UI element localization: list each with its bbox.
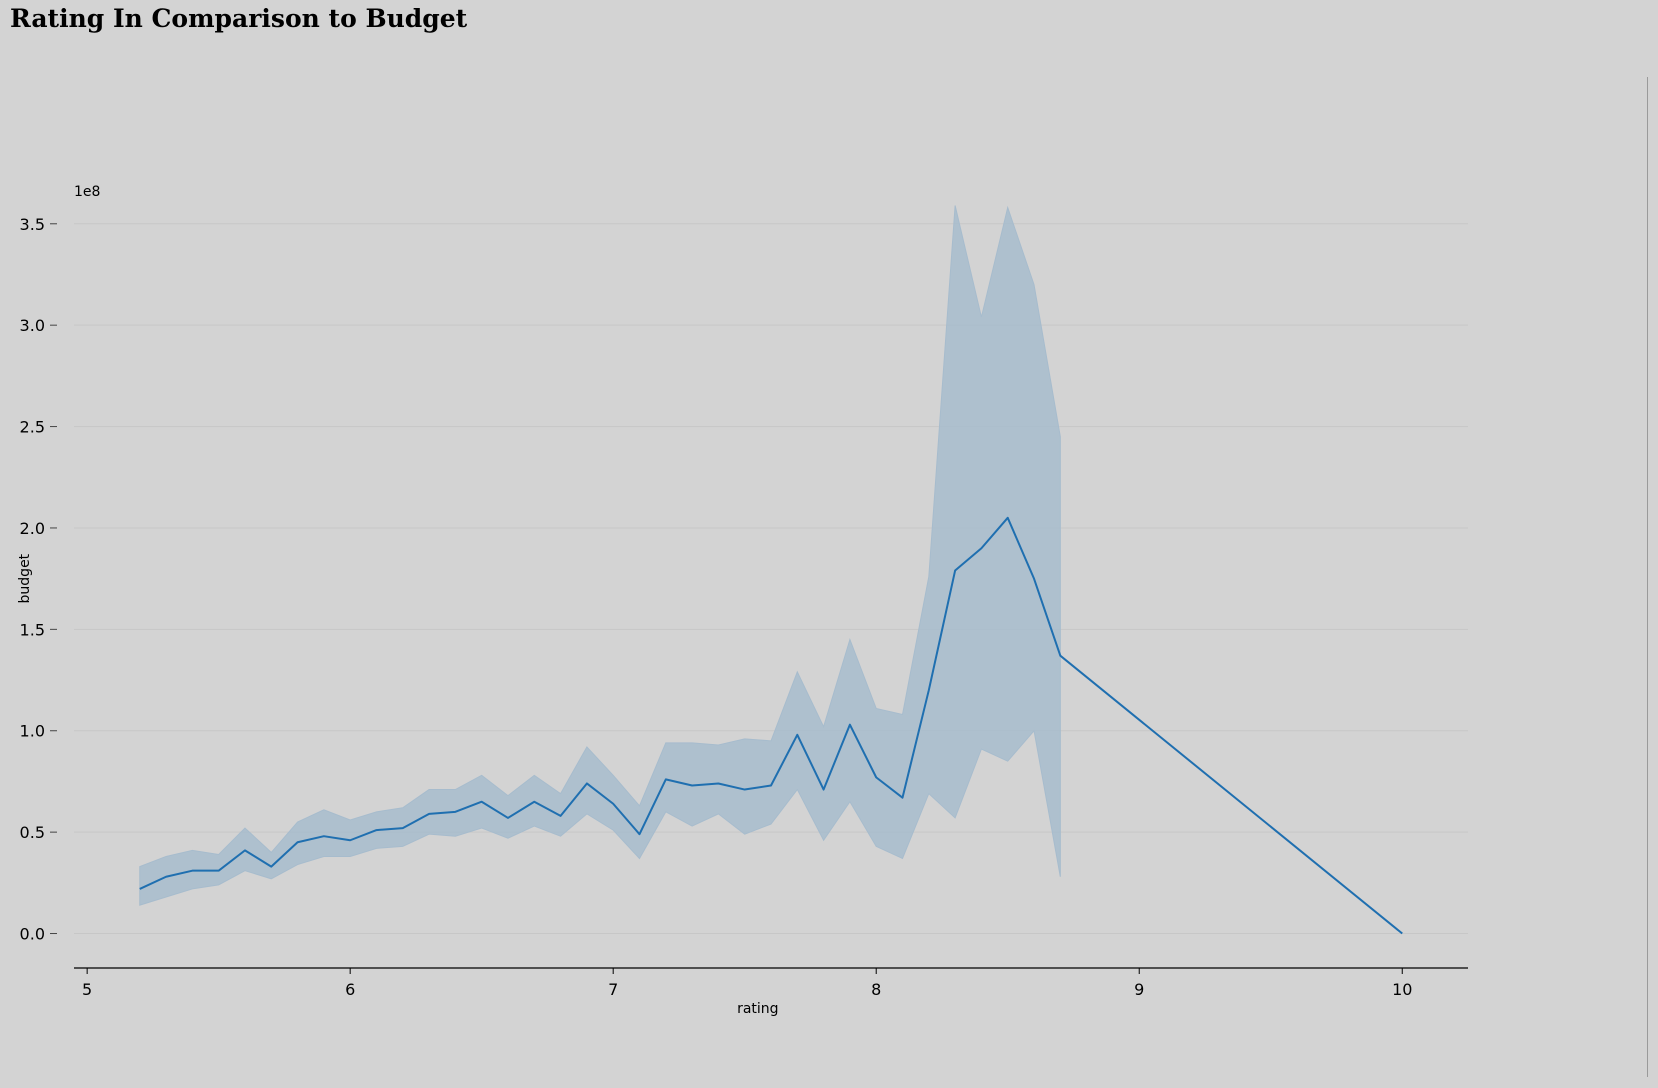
y-tick-label: 2.0 — [20, 519, 45, 538]
y-tick-label: 3.0 — [20, 316, 45, 335]
y-tick-label: 1.0 — [20, 722, 45, 741]
data-point — [560, 815, 562, 817]
data-point — [770, 784, 772, 786]
y-axis-ticks: 0.0 0.5 1.0 1.5 2.0 2.5 3.0 3.5 — [20, 215, 57, 944]
ci-band-area — [139, 205, 1061, 906]
y-offset-text: 1e8 — [74, 184, 100, 200]
data-point — [165, 876, 167, 878]
x-tick-label: 5 — [82, 980, 92, 999]
x-axis-label: rating — [737, 1001, 778, 1017]
data-point — [980, 547, 982, 549]
data-point — [849, 724, 851, 726]
data-point — [297, 841, 299, 843]
y-axis-label: budget — [17, 553, 33, 603]
x-tick-label: 10 — [1392, 980, 1412, 999]
data-point — [744, 789, 746, 791]
grid-lines — [74, 223, 1468, 935]
y-tick-label: 3.5 — [20, 215, 45, 234]
data-point — [323, 835, 325, 837]
data-point — [218, 870, 220, 872]
data-point — [586, 782, 588, 784]
data-point — [1401, 933, 1403, 935]
confidence-band — [139, 205, 1061, 906]
data-point — [954, 570, 956, 572]
y-tick-label: 0.0 — [20, 925, 45, 944]
data-point — [402, 827, 404, 829]
data-point — [902, 797, 904, 799]
chart-title: Rating In Comparison to Budget — [10, 4, 468, 33]
data-point — [717, 782, 719, 784]
data-point — [139, 888, 141, 890]
data-point — [796, 734, 798, 736]
data-point — [875, 776, 877, 778]
data-point — [481, 801, 483, 803]
data-point — [1059, 655, 1061, 657]
data-point — [454, 811, 456, 813]
data-point — [244, 849, 246, 851]
x-tick-label: 8 — [871, 980, 881, 999]
x-tick-label: 6 — [345, 980, 355, 999]
data-point — [665, 778, 667, 780]
data-points — [139, 517, 1403, 935]
data-point — [507, 817, 509, 819]
data-point — [928, 689, 930, 691]
data-point — [191, 870, 193, 872]
data-point — [823, 789, 825, 791]
x-tick-label: 7 — [608, 980, 618, 999]
data-point — [349, 839, 351, 841]
right-border-rule — [1647, 77, 1648, 1077]
data-point — [1033, 578, 1035, 580]
data-point — [1007, 517, 1009, 519]
data-point — [270, 866, 272, 868]
data-point — [428, 813, 430, 815]
data-point — [638, 833, 640, 835]
mean-line-path — [139, 516, 1403, 935]
data-point — [533, 801, 535, 803]
y-tick-label: 1.5 — [20, 620, 45, 639]
mean-line — [139, 516, 1403, 935]
data-point — [691, 784, 693, 786]
data-point — [612, 803, 614, 805]
x-tick-label: 9 — [1134, 980, 1144, 999]
y-tick-label: 2.5 — [20, 418, 45, 437]
x-axis-ticks: 5 6 7 8 9 10 — [82, 968, 1412, 999]
y-tick-label: 0.5 — [20, 823, 45, 842]
data-point — [375, 829, 377, 831]
